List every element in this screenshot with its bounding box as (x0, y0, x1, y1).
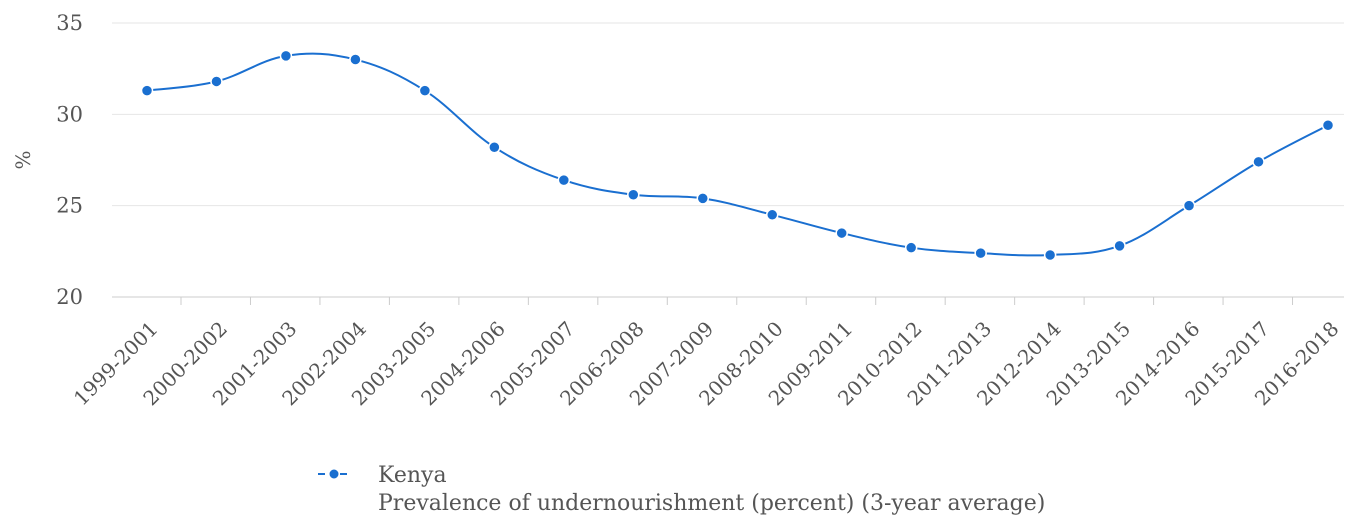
series-points (140, 49, 1335, 262)
y-axis-label: % (11, 150, 35, 169)
legend-series-name: Kenya (378, 463, 447, 488)
y-axis: 20 25 30 35 (56, 11, 83, 309)
data-point[interactable] (835, 226, 848, 240)
data-point[interactable] (210, 75, 223, 88)
y-tick-label: 25 (56, 194, 83, 218)
data-point[interactable] (974, 246, 987, 260)
data-point[interactable] (1113, 239, 1126, 253)
legend[interactable]: Kenya Prevalence of undernourishment (pe… (318, 463, 1045, 516)
legend-series-subtitle: Prevalence of undernourishment (percent)… (378, 491, 1045, 516)
data-point[interactable] (627, 188, 640, 201)
data-point[interactable] (140, 84, 154, 97)
y-tick-label: 20 (56, 285, 83, 309)
data-point[interactable] (279, 49, 293, 63)
data-point[interactable] (1182, 199, 1196, 212)
data-point[interactable] (765, 208, 779, 222)
data-point[interactable] (1321, 119, 1335, 132)
data-point[interactable] (1252, 155, 1265, 169)
data-point[interactable] (557, 173, 571, 187)
data-point[interactable] (418, 84, 432, 97)
y-tick-label: 35 (56, 11, 83, 35)
data-point[interactable] (349, 53, 362, 66)
data-point[interactable] (1043, 248, 1057, 262)
data-point[interactable] (904, 241, 918, 254)
series-line-kenya (146, 52, 1329, 257)
legend-dot-marker (328, 468, 340, 480)
data-point[interactable] (488, 140, 501, 154)
x-axis: 1999-20012000-20022001-20032002-20042003… (69, 297, 1344, 410)
y-tick-label: 30 (56, 102, 83, 126)
grid-lines (112, 22, 1344, 207)
data-point[interactable] (696, 192, 710, 205)
